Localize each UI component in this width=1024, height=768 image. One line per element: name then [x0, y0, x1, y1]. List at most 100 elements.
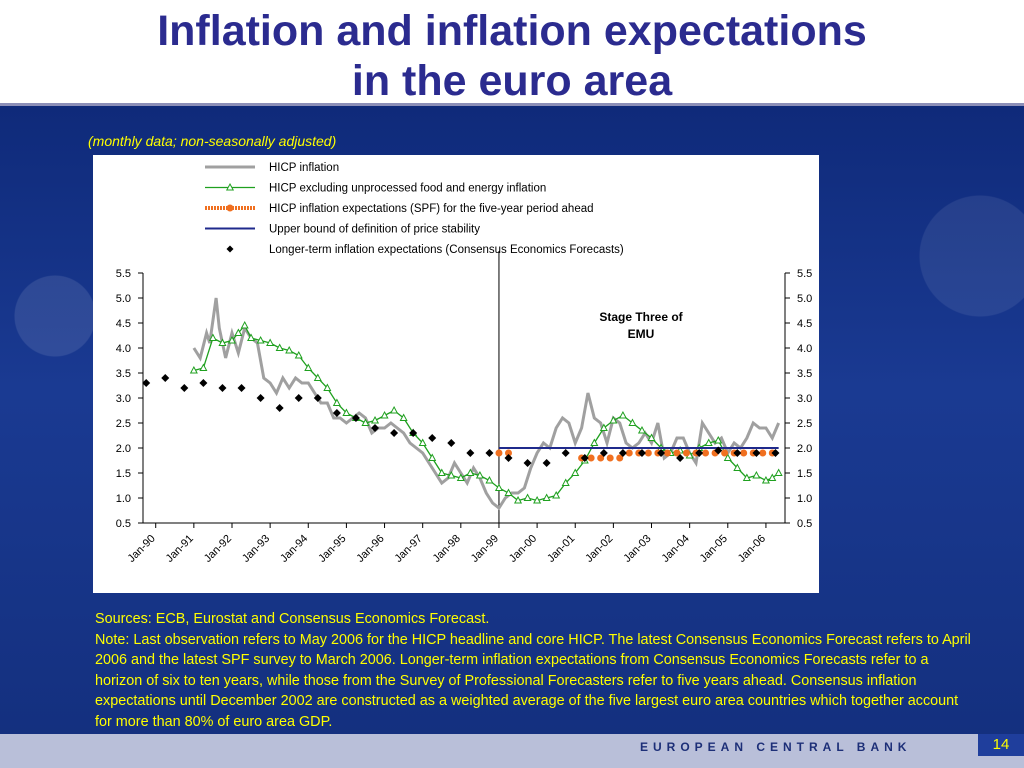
emu-label: EMU [628, 327, 655, 341]
title-divider [0, 103, 1024, 106]
spf-point [495, 449, 503, 457]
consensus-point [218, 384, 227, 392]
core-hicp-marker [285, 345, 294, 354]
y-tick-label-right: 3.5 [797, 368, 812, 380]
legend-label-4: Longer-term inflation expectations (Cons… [269, 244, 624, 256]
y-tick-label-left: 3.5 [116, 368, 131, 380]
core-hicp-marker [523, 493, 532, 501]
spf-point [616, 454, 624, 462]
x-tick-label: Jan-97 [393, 533, 425, 565]
core-hicp-marker [552, 490, 561, 499]
y-tick-label-right: 2.0 [797, 443, 812, 455]
consensus-point [733, 449, 742, 457]
consensus-point [256, 394, 265, 402]
spf-point [721, 449, 729, 457]
core-hicp-marker [234, 328, 243, 336]
y-tick-label-left: 5.0 [116, 293, 131, 305]
core-hicp-marker [361, 418, 370, 426]
core-hicp-marker [774, 468, 783, 476]
core-hicp-marker [768, 473, 777, 481]
y-tick-label-left: 4.0 [116, 343, 131, 355]
consensus-point [332, 409, 341, 417]
x-tick-label: Jan-06 [736, 533, 768, 565]
core-hicp-marker [189, 365, 198, 374]
core-hicp-marker [561, 478, 570, 486]
core-hicp-marker [466, 468, 475, 476]
x-tick-label: Jan-01 [545, 533, 577, 565]
core-hicp-marker [218, 338, 227, 346]
consensus-point [313, 394, 322, 402]
core-hicp-marker [494, 483, 503, 491]
core-hicp-marker [323, 383, 332, 391]
legend-label-1: HICP excluding unprocessed food and ener… [269, 183, 546, 195]
legend-label-3: Upper bound of definition of price stabi… [269, 224, 480, 236]
legend-label-0: HICP inflation [269, 162, 339, 174]
footer-band [0, 734, 1024, 768]
core-hicp-marker [428, 453, 437, 461]
core-hicp-marker [571, 468, 580, 476]
x-tick-label: Jan-93 [240, 533, 272, 565]
y-tick-label-right: 5.5 [797, 268, 812, 280]
title-line-1: Inflation and inflation expectations [157, 7, 867, 55]
consensus-point [580, 454, 589, 462]
core-hicp-marker [590, 438, 599, 446]
spf-point [644, 449, 652, 457]
x-tick-label: Jan-99 [469, 533, 501, 565]
core-hicp-marker [456, 473, 465, 481]
core-hicp-marker [704, 438, 713, 446]
core-hicp-marker [370, 415, 380, 424]
consensus-point [294, 394, 303, 402]
core-hicp-marker [618, 410, 627, 419]
core-hicp-marker [475, 470, 484, 479]
core-hicp-marker [533, 495, 542, 504]
spf-point [759, 449, 767, 457]
consensus-point [466, 449, 475, 457]
core-hicp-marker [399, 413, 408, 421]
y-tick-label-left: 2.5 [116, 418, 131, 430]
core-hicp-marker [313, 373, 322, 381]
consensus-point [504, 454, 513, 462]
core-hicp-marker [723, 453, 732, 461]
spf-point [673, 449, 681, 457]
stage-three-label: Stage Three of [599, 310, 683, 324]
consensus-point [599, 449, 608, 457]
consensus-point [351, 414, 360, 422]
core-hicp-marker [247, 333, 256, 341]
spf-point [625, 449, 633, 457]
chart-svg: 0.5 0.5 1.0 1.0 1.5 1.5 2.0 2.0 2.5 2.5 3.0 3.0 3.5 3… [116, 162, 813, 565]
x-tick-label: Jan-98 [431, 533, 463, 565]
legend-marker-2 [226, 204, 234, 212]
legend-label-2: HICP inflation expectations (SPF) for th… [269, 203, 594, 215]
core-hicp-marker [447, 470, 456, 479]
core-hicp-marker [733, 463, 742, 471]
series-line-0 [192, 297, 781, 511]
y-tick-label-right: 1.5 [797, 468, 812, 480]
y-tick-label-left: 4.5 [116, 318, 131, 330]
spf-point [587, 454, 595, 462]
core-hicp-marker [504, 488, 513, 496]
consensus-point [485, 449, 494, 457]
core-hicp-marker [485, 475, 494, 484]
core-hicp-marker [227, 335, 237, 344]
core-hicp-marker [256, 335, 265, 344]
core-hicp-marker [542, 493, 551, 501]
consensus-point [695, 449, 704, 457]
x-tick-label: Jan-03 [621, 533, 653, 565]
spf-point [702, 449, 710, 457]
consensus-point [428, 434, 437, 442]
core-hicp-marker [332, 398, 341, 406]
consensus-point [447, 439, 456, 447]
core-hicp-marker [761, 475, 770, 484]
consensus-point [676, 454, 685, 462]
core-hicp-marker [199, 363, 208, 371]
consensus-point [275, 404, 284, 412]
core-hicp-marker [304, 363, 313, 371]
legend-marker-1 [225, 182, 235, 191]
core-hicp-marker [752, 470, 761, 479]
core-hicp-marker [240, 320, 249, 329]
y-tick-label-right: 3.0 [797, 393, 812, 405]
core-hicp-marker [599, 423, 608, 431]
core-hicp-marker [418, 438, 427, 446]
title-line-2: in the euro area [351, 57, 673, 105]
core-hicp-marker [647, 433, 656, 441]
